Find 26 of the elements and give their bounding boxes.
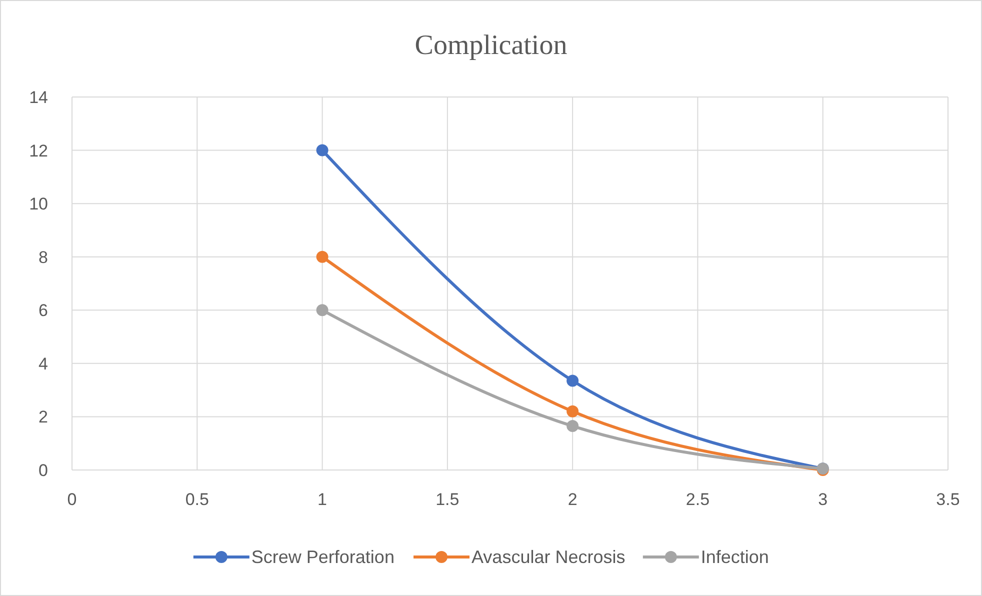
- y-tick-label: 4: [38, 354, 48, 374]
- y-tick-label: 0: [38, 461, 48, 480]
- point: [566, 405, 579, 418]
- x-tick-label: 0.5: [185, 490, 209, 509]
- x-tick-label: 3: [818, 490, 828, 509]
- point: [566, 374, 579, 387]
- x-tick-label: 2: [568, 490, 578, 509]
- y-tick-label: 10: [29, 194, 48, 214]
- legend-label: Screw Perforation: [251, 547, 394, 567]
- point: [566, 420, 579, 432]
- y-tick-label: 8: [38, 248, 48, 267]
- point: [316, 250, 328, 263]
- x-tick-label: 1.5: [436, 490, 460, 509]
- point: [316, 144, 328, 156]
- point: [316, 304, 328, 316]
- legend-label: Infection: [700, 547, 769, 567]
- y-tick-label: 12: [29, 141, 48, 160]
- y-tick-label: 6: [38, 301, 48, 320]
- x-tick-label: 2.5: [686, 490, 710, 509]
- y-tick-label: 2: [38, 408, 48, 427]
- legend-label: Avascular Necrosis: [472, 547, 626, 567]
- x-tick-label: 3.5: [936, 490, 960, 509]
- x-tick-label: 0: [67, 490, 77, 509]
- y-tick-label: 14: [29, 88, 48, 107]
- x-tick-label: 1: [318, 490, 328, 509]
- chart-title: Complication: [414, 30, 568, 61]
